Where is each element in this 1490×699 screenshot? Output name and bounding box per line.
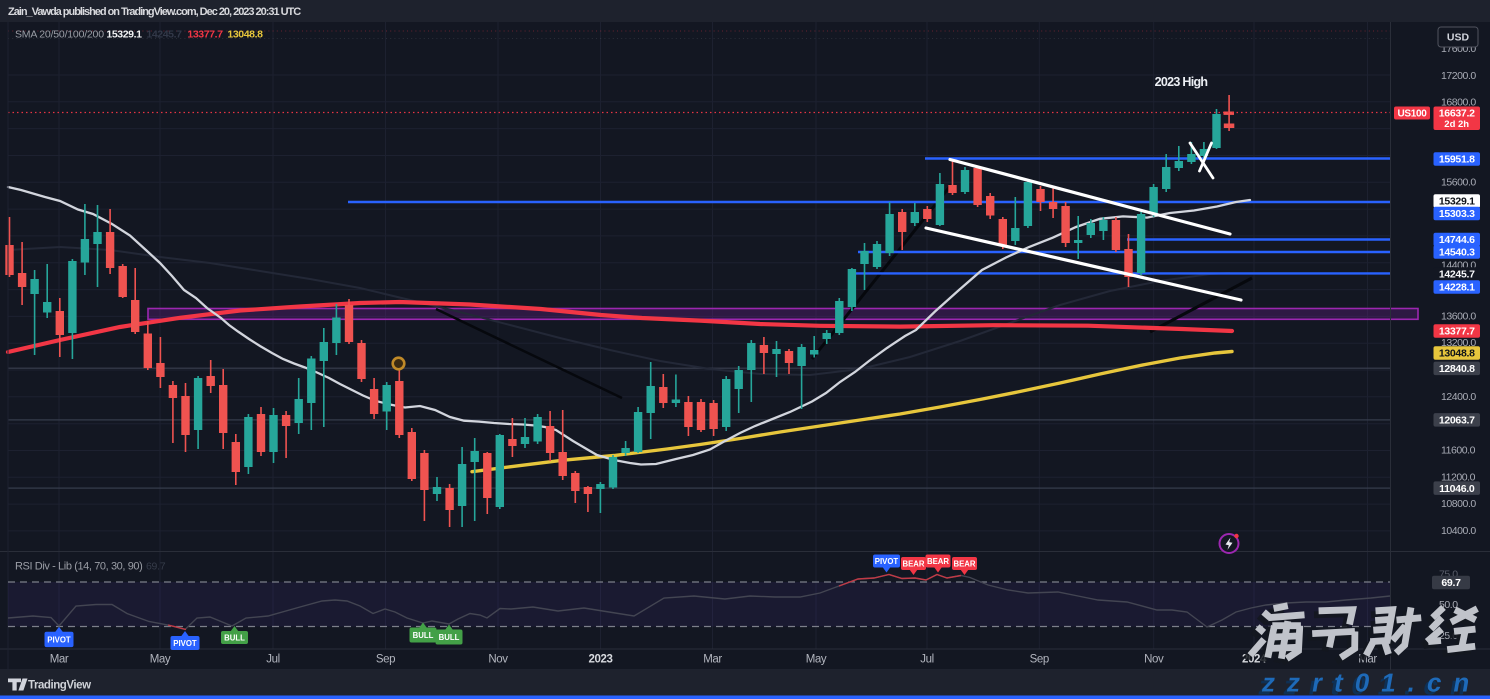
svg-text:BULL: BULL [413,631,434,640]
svg-text:15951.8: 15951.8 [1439,154,1475,166]
svg-text:13600.0: 13600.0 [1441,310,1476,322]
svg-text:2d 2h: 2d 2h [1444,119,1469,130]
svg-text:PIVOT: PIVOT [173,639,197,648]
svg-text:69.7: 69.7 [146,561,166,573]
svg-text:SMA 20/50/100/200: SMA 20/50/100/200 [15,29,104,41]
svg-text:11200.0: 11200.0 [1441,471,1476,483]
svg-text:13200.0: 13200.0 [1441,337,1476,349]
svg-text:12063.7: 12063.7 [1439,415,1475,427]
svg-text:Jul: Jul [266,654,280,666]
svg-text:11600.0: 11600.0 [1441,445,1476,457]
svg-text:USD: USD [1447,32,1470,44]
svg-text:zzrt01.cn: zzrt01.cn [1260,668,1484,698]
svg-text:BEAR: BEAR [927,557,949,566]
svg-text:May: May [150,654,171,666]
svg-text:14245.7: 14245.7 [146,29,182,41]
svg-text:17200.0: 17200.0 [1441,70,1476,82]
svg-text:11046.0: 11046.0 [1439,483,1475,495]
svg-text:12400.0: 12400.0 [1441,391,1476,403]
svg-text:BULL: BULL [224,634,245,643]
svg-text:Nov: Nov [1144,654,1164,666]
svg-text:2023 High: 2023 High [1155,75,1208,89]
svg-text:15303.3: 15303.3 [1439,208,1475,220]
svg-text:BULL: BULL [439,633,460,642]
svg-text:10400.0: 10400.0 [1441,525,1476,537]
svg-text:May: May [806,654,827,666]
svg-text:69.7: 69.7 [1441,577,1461,589]
svg-text:13377.7: 13377.7 [1439,326,1475,338]
svg-text:US100: US100 [1397,108,1427,119]
svg-text:13048.8: 13048.8 [227,29,263,41]
svg-text:13377.7: 13377.7 [187,29,223,41]
svg-text:TradingView: TradingView [28,680,91,692]
svg-text:Jul: Jul [920,654,934,666]
svg-text:BEAR: BEAR [902,560,924,569]
svg-text:2023: 2023 [589,654,613,666]
svg-text:16637.2: 16637.2 [1439,108,1475,120]
svg-text:zzrt01.cn: zzrt01.cn [1256,671,1480,699]
svg-text:15600.0: 15600.0 [1441,176,1476,188]
svg-text:BEAR: BEAR [953,560,975,569]
svg-text:12840.8: 12840.8 [1439,363,1475,375]
svg-text:10800.0: 10800.0 [1441,498,1476,510]
svg-text:14744.6: 14744.6 [1439,234,1475,246]
svg-text:RSI Div - Lib (14, 70, 30, 90): RSI Div - Lib (14, 70, 30, 90) [15,561,142,573]
svg-text:13048.8: 13048.8 [1439,348,1475,360]
svg-text:PIVOT: PIVOT [47,635,71,644]
svg-text:14228.1: 14228.1 [1439,282,1475,294]
svg-text:Nov: Nov [488,654,508,666]
svg-text:Zain_Vawda published on Tradin: Zain_Vawda published on TradingView.com,… [8,6,301,18]
svg-text:Sep: Sep [1030,654,1049,666]
svg-text:16800.0: 16800.0 [1441,96,1476,108]
svg-text:14245.7: 14245.7 [1439,269,1475,281]
svg-text:Mar: Mar [703,654,722,666]
svg-text:14540.3: 14540.3 [1439,247,1475,259]
svg-text:PIVOT: PIVOT [875,557,899,566]
svg-text:15329.1: 15329.1 [106,29,142,41]
svg-text:15329.1: 15329.1 [1439,196,1475,208]
svg-text:Sep: Sep [376,654,395,666]
svg-text:Mar: Mar [50,654,69,666]
